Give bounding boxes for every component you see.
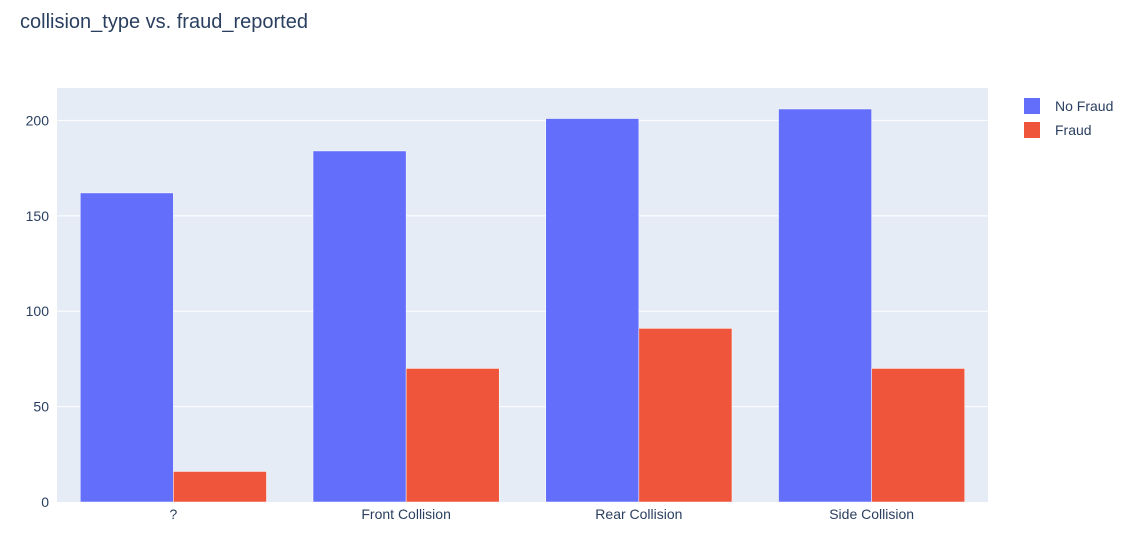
legend-item-fraud[interactable]: Fraud — [1024, 122, 1092, 138]
x-tick-label: Side Collision — [829, 506, 914, 522]
chart-title: collision_type vs. fraud_reported — [20, 11, 308, 33]
x-tick-label: ? — [169, 506, 177, 522]
bar-fraud[interactable] — [173, 471, 267, 503]
y-tick-label: 0 — [41, 494, 49, 510]
x-tick-label: Front Collision — [361, 506, 450, 522]
bar-no-fraud[interactable] — [545, 118, 640, 503]
legend-label: No Fraud — [1055, 98, 1113, 114]
y-tick-label: 50 — [33, 399, 49, 415]
bar-no-fraud[interactable] — [312, 150, 407, 503]
legend-swatch — [1024, 98, 1040, 114]
bar-fraud[interactable] — [638, 328, 733, 503]
legend-label: Fraud — [1055, 122, 1092, 138]
bars — [80, 108, 965, 503]
legend-item-no-fraud[interactable]: No Fraud — [1024, 98, 1113, 114]
x-axis: ? Front Collision Rear Collision Side Colli… — [169, 506, 914, 522]
bar-fraud[interactable] — [871, 368, 965, 503]
y-axis: 0 50 100 150 200 — [26, 112, 50, 510]
y-tick-label: 100 — [26, 303, 50, 319]
y-tick-label: 200 — [26, 112, 50, 128]
bar-fraud[interactable] — [405, 368, 500, 503]
bar-no-fraud[interactable] — [778, 108, 872, 503]
y-tick-label: 150 — [26, 208, 50, 224]
legend-swatch — [1024, 122, 1040, 138]
legend[interactable]: No Fraud Fraud — [1024, 98, 1113, 138]
bar-no-fraud[interactable] — [80, 192, 174, 503]
x-tick-label: Rear Collision — [595, 506, 682, 522]
